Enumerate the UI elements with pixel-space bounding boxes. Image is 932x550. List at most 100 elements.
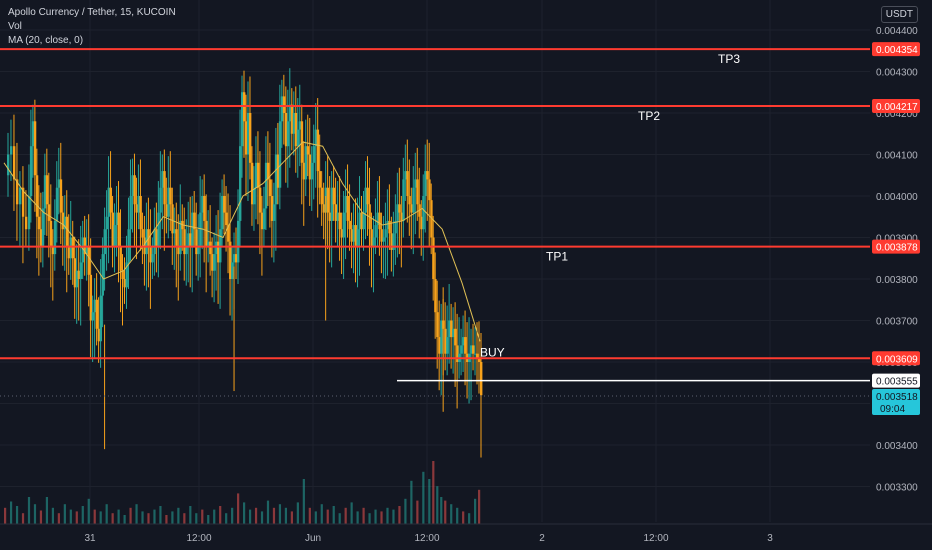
candle-body <box>149 245 152 263</box>
candle-body <box>183 229 186 255</box>
level-text-tp3: TP3 <box>718 52 740 66</box>
volume-bar <box>368 513 371 524</box>
candle-body <box>35 175 39 217</box>
candle-body <box>237 220 240 263</box>
volume-bar <box>135 504 138 524</box>
candle-body <box>286 121 290 147</box>
candle-body <box>282 96 286 113</box>
volume-bar <box>436 486 439 524</box>
candle-body <box>85 245 89 255</box>
candle-body <box>213 254 216 271</box>
candle-body <box>69 237 73 259</box>
candle-body <box>33 121 37 176</box>
price-tick: 0.003400 <box>876 441 918 452</box>
candle-body <box>280 96 284 122</box>
time-axis[interactable]: 31 12:00 Jun 12:00 2 12:00 3 <box>0 523 932 550</box>
volume-bar <box>99 511 102 524</box>
volume-bar <box>129 507 132 524</box>
candle-body <box>21 187 25 217</box>
candle-body <box>189 233 192 246</box>
time-tick: Jun <box>305 533 321 544</box>
candle-body <box>155 229 158 246</box>
volume-bar <box>171 511 174 524</box>
candle-body <box>360 212 363 230</box>
time-tick: 12:00 <box>414 533 439 544</box>
horizontal-levels[interactable]: TP3 TP2 TP1 BUY <box>0 48 870 397</box>
volume-bar <box>105 504 108 524</box>
candle-body <box>274 154 278 205</box>
candle-body <box>438 337 441 354</box>
candle-body <box>51 245 55 255</box>
candle-body <box>75 270 79 288</box>
level-price-label: 0.003878 <box>876 243 918 254</box>
volume-bar <box>326 509 329 524</box>
candle-body <box>63 216 67 230</box>
candle-body <box>141 229 144 238</box>
candle-body <box>474 353 477 355</box>
volume-bar <box>165 515 168 524</box>
volume-bar <box>242 502 246 524</box>
time-axis-bg <box>0 524 932 550</box>
candle-body <box>306 146 310 155</box>
candle-body <box>352 225 355 242</box>
candle-body <box>346 196 349 221</box>
price-tick: 0.004100 <box>876 151 918 162</box>
price-tick: 0.003900 <box>876 234 918 245</box>
candle-body <box>446 337 449 354</box>
candle-body <box>384 229 387 238</box>
candle-body <box>248 113 252 163</box>
candle-body <box>402 179 405 221</box>
candle-body <box>193 212 196 230</box>
currency-button[interactable]: USDT <box>880 6 918 23</box>
volume-bar <box>422 471 425 524</box>
candle-body <box>39 229 43 246</box>
level-price-label: 0.003609 <box>876 354 918 365</box>
candle-body <box>173 229 176 234</box>
candle-body <box>91 312 95 321</box>
candle-body <box>450 320 453 338</box>
volume-bar <box>51 507 54 524</box>
candle-body <box>207 241 210 246</box>
time-tick: 12:00 <box>186 533 211 544</box>
volume-bar <box>404 498 407 524</box>
volume-bar <box>416 500 419 524</box>
volume-bar <box>296 502 299 524</box>
candle-body <box>6 154 10 176</box>
candle-body <box>288 104 292 122</box>
volume-bar <box>272 507 276 524</box>
candle-body <box>125 262 128 288</box>
candle-body <box>221 196 224 230</box>
entry-price-badge <box>872 373 920 388</box>
candle-body <box>131 175 134 196</box>
candle-body <box>376 212 379 226</box>
candle-body <box>87 245 91 275</box>
candle-body <box>119 245 122 271</box>
candle-body <box>292 113 296 134</box>
candle-body <box>115 212 118 226</box>
volume-bar <box>225 513 228 524</box>
candle-body <box>65 216 69 246</box>
candle-body <box>404 171 407 180</box>
candle-body <box>348 220 351 230</box>
price-axis[interactable]: 0.004400 0.004300 0.004200 0.004100 0.004000… <box>870 0 932 550</box>
volume-bar <box>338 513 341 524</box>
candle-body <box>250 162 254 205</box>
candle-body <box>448 320 451 338</box>
candle-body <box>139 196 142 230</box>
candle-body <box>233 254 236 263</box>
volume-bar <box>380 511 383 524</box>
volume-bar <box>278 504 282 524</box>
candle-body <box>244 121 248 155</box>
candle-body <box>171 204 174 234</box>
volume-bar <box>314 511 317 524</box>
volume-bar <box>123 515 126 524</box>
candle-body <box>9 146 13 155</box>
candle-body <box>478 357 481 362</box>
candle-body <box>394 220 397 234</box>
volume-bar <box>356 511 359 524</box>
volume-bar <box>332 506 335 524</box>
candle-body <box>398 204 401 213</box>
candle-body <box>121 270 124 279</box>
candle-body <box>256 162 260 188</box>
